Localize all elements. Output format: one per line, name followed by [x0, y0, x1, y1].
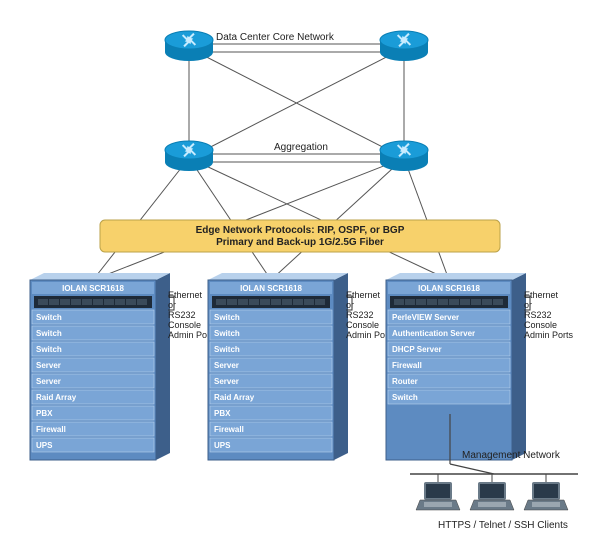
clients-label: HTTPS / Telnet / SSH Clients	[438, 520, 568, 531]
rack-slot-label: Server	[214, 377, 239, 386]
rack-title: IOLAN SCR1618	[418, 284, 480, 293]
rack-slot-label: Switch	[36, 313, 62, 322]
rack-slot-label: UPS	[214, 441, 231, 450]
port-annotation-line: Admin Ports	[524, 330, 574, 340]
port-annotation-line: or	[346, 300, 354, 310]
rack-0: IOLAN SCR1618 Switch Switch Switch Server Ser…	[30, 273, 218, 460]
rack-slot-label: Firewall	[214, 425, 244, 434]
aggregation-router-1	[380, 141, 428, 171]
protocol-banner: Edge Network Protocols: RIP, OSPF, or BG…	[100, 220, 500, 252]
rack-slot-label: DHCP Server	[392, 345, 442, 354]
laptop-2	[524, 482, 568, 510]
port-annotation-line: Console	[168, 320, 201, 330]
rack-slot-label: Switch	[214, 329, 240, 338]
laptop-1	[470, 482, 514, 510]
banner-line2: Primary and Back-up 1G/2.5G Fiber	[216, 237, 384, 248]
rack-slot-label: Server	[214, 361, 239, 370]
rack-slot-label: Switch	[392, 393, 418, 402]
port-annotation-line: Ethernet	[524, 290, 559, 300]
port-annotation-line: RS232	[346, 310, 374, 320]
port-annotation-line: Console	[524, 320, 557, 330]
port-annotation-line: Console	[346, 320, 379, 330]
core-router-0	[165, 31, 213, 61]
rack-slot-label: Raid Array	[214, 393, 255, 402]
rack-title: IOLAN SCR1618	[62, 284, 124, 293]
rack-title: IOLAN SCR1618	[240, 284, 302, 293]
rack-slot-label: Switch	[36, 345, 62, 354]
rack-slot-label: PerleVIEW Server	[392, 313, 459, 322]
aggregation-label: Aggregation	[274, 142, 328, 153]
rack-slot-label: Switch	[214, 345, 240, 354]
port-annotation-line: or	[168, 300, 176, 310]
rack-2: IOLAN SCR1618 PerleVIEW Server Authenticat…	[386, 273, 574, 460]
rack-slot-label: Router	[392, 377, 418, 386]
port-annotation-line: RS232	[524, 310, 552, 320]
rack-slot-label: Switch	[36, 329, 62, 338]
port-annotation-line: Ethernet	[168, 290, 203, 300]
laptop-0	[416, 482, 460, 510]
rack-slot-label: Server	[36, 377, 61, 386]
aggregation-router-0	[165, 141, 213, 171]
rack-slot-label: UPS	[36, 441, 53, 450]
rack-slot-label: Switch	[214, 313, 240, 322]
banner-line1: Edge Network Protocols: RIP, OSPF, or BG…	[196, 225, 405, 236]
rack-slot-label: Raid Array	[36, 393, 77, 402]
rack-slot-label: PBX	[36, 409, 53, 418]
rack-slot-label: Authentication Server	[392, 329, 475, 338]
core-network-label: Data Center Core Network	[216, 32, 335, 43]
port-annotation-line: or	[524, 300, 532, 310]
rack-slot-label: Firewall	[392, 361, 422, 370]
rack-slot-label: PBX	[214, 409, 231, 418]
management-network-label: Management Network	[462, 450, 561, 461]
rack-slot-label: Firewall	[36, 425, 66, 434]
rack-slot-label: Server	[36, 361, 61, 370]
port-annotation-line: Ethernet	[346, 290, 381, 300]
rack-1: IOLAN SCR1618 Switch Switch Switch Server Ser…	[208, 273, 396, 460]
port-annotation-line: RS232	[168, 310, 196, 320]
core-router-1	[380, 31, 428, 61]
